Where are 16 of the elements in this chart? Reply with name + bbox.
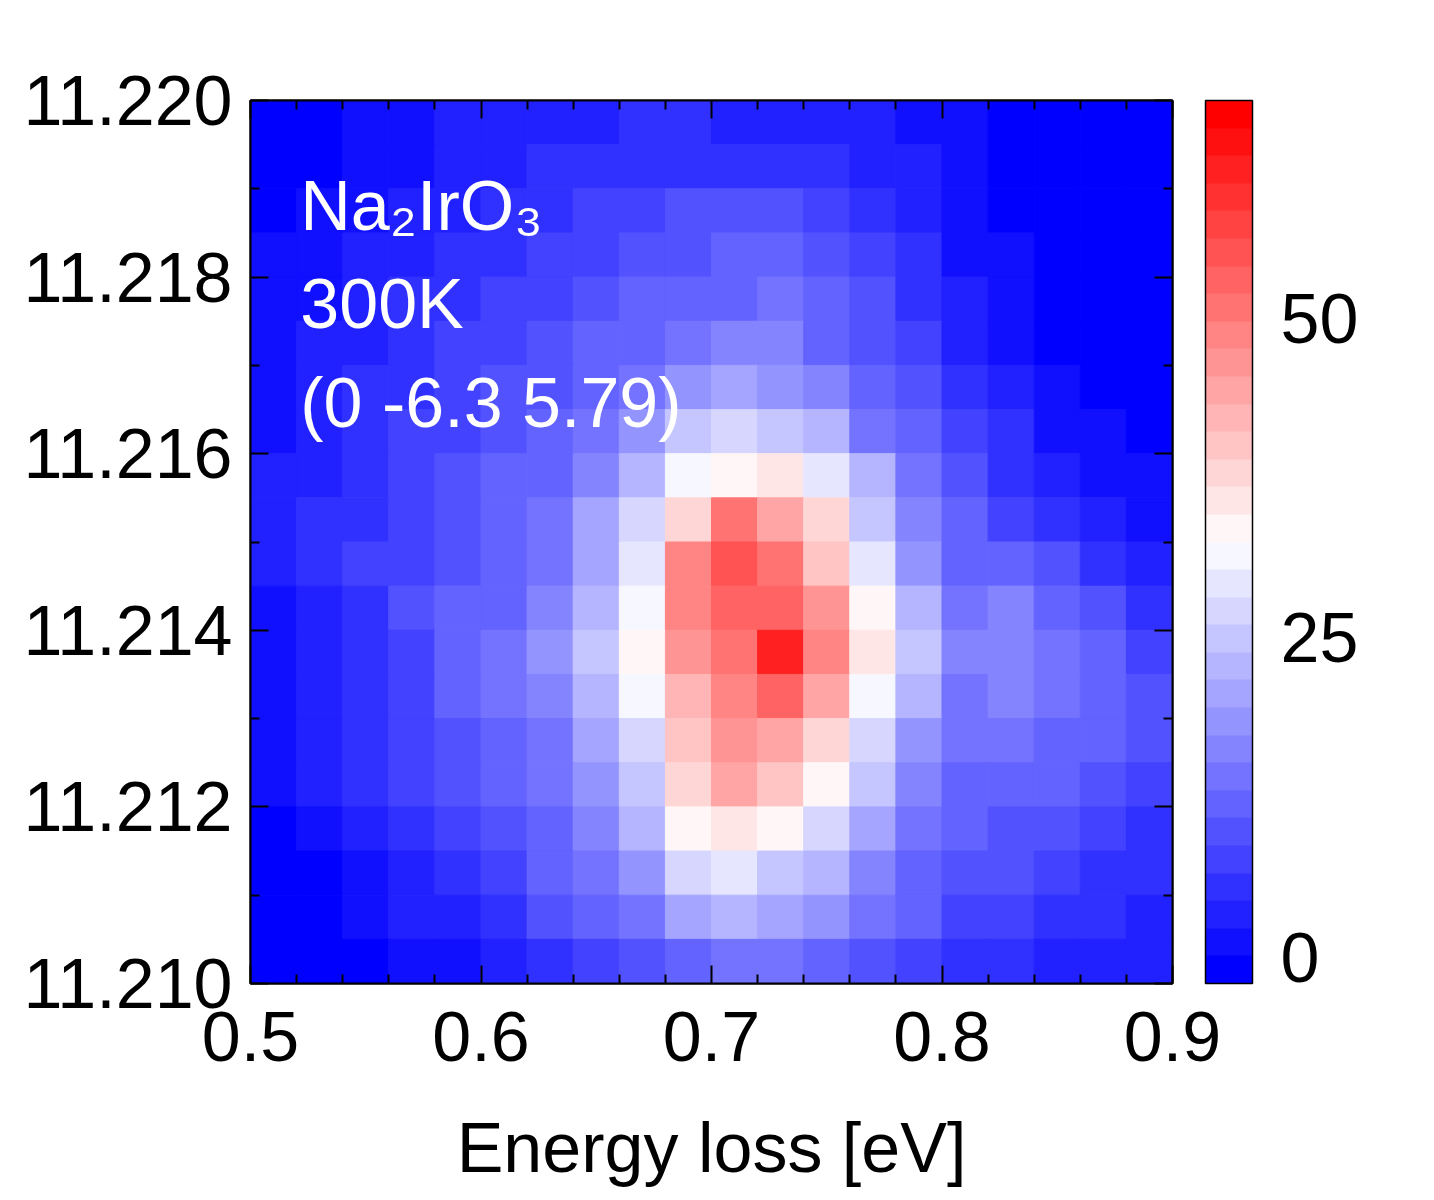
annotation: 300K — [300, 265, 464, 344]
y-tick-label: 11.214 — [23, 591, 233, 670]
x-tick-label: 0.6 — [432, 997, 530, 1076]
x-axis-title: Energy loss [eV] — [456, 1108, 967, 1187]
annotation: (0 -6.3 5.79) — [300, 364, 682, 443]
x-tick-label: 0.9 — [1123, 997, 1222, 1076]
y-tick-label: 11.216 — [23, 415, 233, 494]
y-tick-label: 11.220 — [23, 62, 233, 140]
x-tick-label: 0.7 — [662, 997, 761, 1076]
color-bar-label: 0 — [1280, 919, 1320, 998]
x-tick-label: 0.8 — [893, 997, 991, 1076]
y-tick-label: 11.218 — [23, 238, 233, 317]
y-tick-label: 11.212 — [23, 768, 233, 847]
color-bar-label: 25 — [1280, 599, 1359, 678]
annotation: Na₂IrO₃ — [300, 166, 543, 245]
color-bar-label: 50 — [1280, 279, 1359, 358]
